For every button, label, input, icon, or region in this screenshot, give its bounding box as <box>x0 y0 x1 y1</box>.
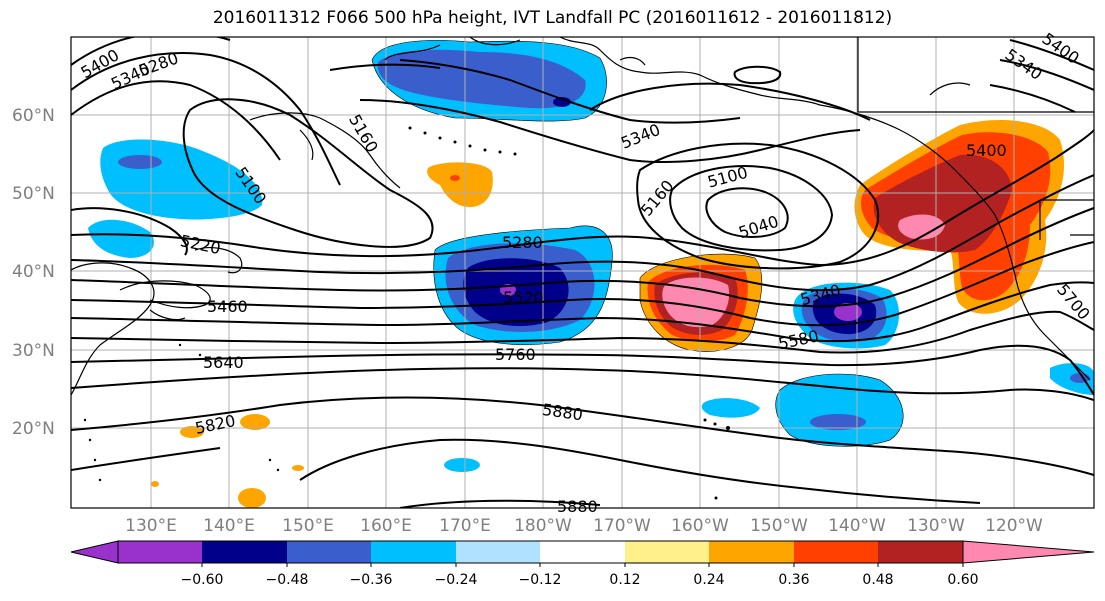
lat-label-20n: 20°N <box>12 419 55 439</box>
ivt-positive-shading <box>151 120 1065 508</box>
lon-label: 140°E <box>203 516 255 536</box>
contour-label: 5280 <box>502 233 543 252</box>
islands <box>83 126 730 500</box>
lat-label-40n: 40°N <box>12 262 55 282</box>
lat-label-60n: 60°N <box>12 106 55 126</box>
latitude-labels: 60°N 50°N 40°N 30°N 20°N <box>12 106 55 439</box>
contour-label: 5640 <box>203 353 244 372</box>
lat-label-30n: 30°N <box>12 341 55 361</box>
colorbar-block <box>118 541 202 563</box>
colorbar-tick-label: −0.24 <box>435 572 478 588</box>
colorbar-block <box>878 541 963 563</box>
colorbar-block <box>625 541 709 563</box>
colorbar-block <box>709 541 794 563</box>
contour-label: 5760 <box>495 345 536 364</box>
lon-label: 120°W <box>985 516 1043 536</box>
colorbar-tick-label: −0.36 <box>350 572 393 588</box>
lon-label: 140°W <box>828 516 886 536</box>
lon-label: 160°E <box>360 516 412 536</box>
lon-label: 160°W <box>671 516 729 536</box>
coastlines <box>71 37 1094 396</box>
colorbar-tick-label: −0.12 <box>519 572 562 588</box>
colorbar-block <box>287 541 371 563</box>
colorbar-extend-left <box>70 540 119 564</box>
colorbar-tick-label: 0.36 <box>778 572 809 588</box>
height-contours <box>71 37 1094 508</box>
colorbar-tick-label: 0.60 <box>947 572 978 588</box>
colorbar-block <box>794 541 878 563</box>
map-frame <box>70 36 1095 509</box>
lon-label: 130°W <box>907 516 965 536</box>
colorbar-block <box>456 541 540 563</box>
lon-label: 150°E <box>282 516 334 536</box>
colorbar-block <box>202 541 287 563</box>
colorbar-tick-label: 0.48 <box>862 572 893 588</box>
colorbar-tick-label: 0.12 <box>609 572 640 588</box>
colorbar-block <box>371 541 456 563</box>
map-title: 2016011312 F066 500 hPa height, IVT Land… <box>212 8 893 28</box>
colorbar-tick-label: −0.60 <box>181 572 224 588</box>
longitude-labels: 130°E 140°E 150°E 160°E 170°E 180°W 170°… <box>125 516 1043 536</box>
contour-label: 5460 <box>207 297 248 316</box>
contour-label: 5880 <box>557 497 598 516</box>
lat-label-50n: 50°N <box>12 184 55 204</box>
colorbar-block <box>540 541 625 563</box>
lon-label: 180°W <box>514 516 572 536</box>
ivt-shading-outlines <box>371 40 904 447</box>
colorbar-extend-right <box>962 540 1095 564</box>
colorbar-tick-label: −0.48 <box>266 572 309 588</box>
lon-label: 130°E <box>125 516 177 536</box>
contour-label: 5520 <box>503 288 544 307</box>
contour-label: 5400 <box>966 141 1007 160</box>
lon-label: 170°E <box>439 516 491 536</box>
colorbar-tick-label: 0.24 <box>693 572 724 588</box>
lon-label: 150°W <box>750 516 808 536</box>
lon-label: 170°W <box>593 516 651 536</box>
colorbar: −0.60 −0.48 −0.36 −0.24 −0.12 0.12 0.24 0.36 0.4… <box>70 540 1095 588</box>
